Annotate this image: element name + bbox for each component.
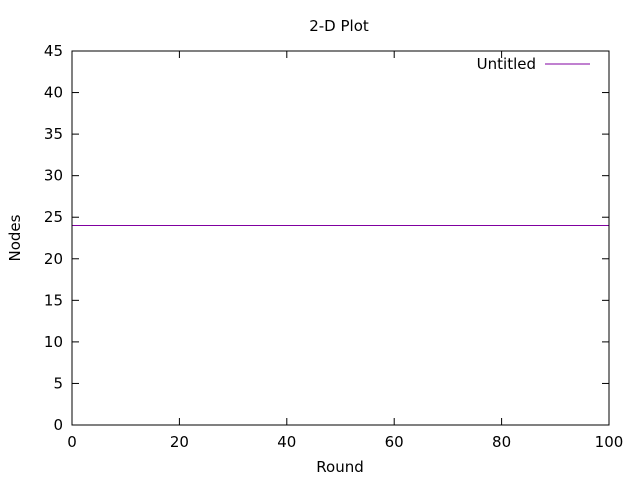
x-tick-label-2: 40 <box>277 433 296 451</box>
legend-label: Untitled <box>477 55 536 73</box>
x-axis-label: Round <box>316 458 363 476</box>
x-tick-label-1: 20 <box>170 433 189 451</box>
y-tick-label-6: 30 <box>44 167 63 185</box>
y-tick-label-1: 5 <box>53 374 63 392</box>
y-tick-label-0: 0 <box>53 416 63 434</box>
y-tick-label-2: 10 <box>44 333 63 351</box>
y-tick-label-7: 35 <box>44 125 63 143</box>
y-axis-label: Nodes <box>6 214 24 261</box>
x-tick-label-3: 60 <box>385 433 404 451</box>
axis-ticks: 0 5 10 15 20 25 30 35 40 45 0 20 40 60 80 100 <box>44 42 623 451</box>
y-tick-label-3: 15 <box>44 291 63 309</box>
x-tick-label-5: 100 <box>595 433 624 451</box>
y-tick-label-8: 40 <box>44 84 63 102</box>
y-tick-label-5: 25 <box>44 208 63 226</box>
y-tick-label-4: 20 <box>44 250 63 268</box>
plot-frame <box>71 50 610 426</box>
y-tick-label-9: 45 <box>44 42 63 60</box>
legend: Untitled <box>477 55 590 73</box>
chart-title: 2-D Plot <box>309 17 369 35</box>
x-tick-label-0: 0 <box>67 433 77 451</box>
x-tick-label-4: 80 <box>492 433 511 451</box>
